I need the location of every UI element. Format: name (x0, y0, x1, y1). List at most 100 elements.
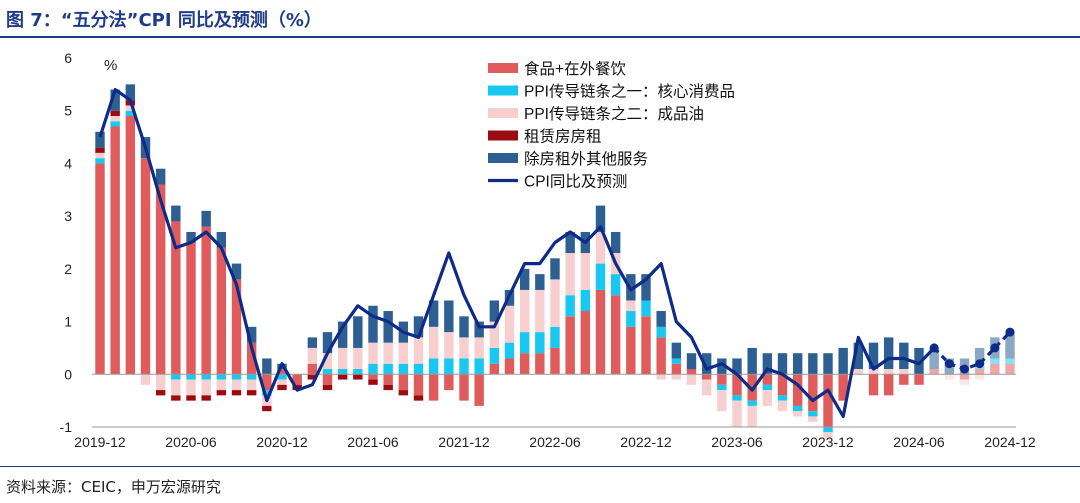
bar-segment-rent (110, 110, 120, 116)
bar-segment-ppi_oil (186, 379, 196, 396)
x-tick-label: 2020-12 (256, 434, 308, 450)
bar-segment-food (535, 353, 545, 375)
legend-label: 除房租外其他服务 (524, 150, 648, 168)
legend-label: CPI同比及预测 (524, 173, 627, 191)
bar-segment-ppi_core (535, 332, 545, 354)
bar-segment-food (216, 247, 227, 375)
bar-segment-services (322, 332, 333, 354)
bar-segment-ppi_oil (550, 279, 560, 327)
bar-segment-food (186, 242, 196, 375)
cpi-forecast-point (960, 364, 969, 374)
bar-segment-services (929, 347, 939, 370)
bar-segment-ppi_oil (808, 416, 818, 422)
bar-segment-services (428, 300, 439, 327)
bar-segment-rent (155, 390, 166, 396)
bar-segment-services (231, 263, 242, 280)
legend-swatch-ppi_core (488, 85, 518, 96)
bar-segment-ppi_core (1005, 358, 1015, 364)
bar-segment-food (383, 374, 393, 385)
bar-segment-ppi_oil (777, 400, 788, 412)
bar-segment-ppi_core (504, 342, 515, 359)
bar-segment-ppi_core (626, 311, 636, 327)
bar-segment-services (155, 168, 166, 185)
bar-segment-food (262, 374, 272, 391)
bar-segment-ppi_oil (444, 332, 454, 359)
bar-segment-food (201, 226, 211, 375)
bar-segment-ppi_oil (171, 379, 181, 396)
bar-segment-food (883, 374, 894, 396)
x-tick-label: 2021-12 (438, 434, 490, 450)
bar-segment-rent (95, 147, 105, 153)
x-tick-label: 2024-12 (984, 434, 1036, 450)
bar-segment-ppi_oil (732, 400, 742, 427)
x-tick-label: 2022-06 (529, 434, 581, 450)
cpi-forecast-point (990, 343, 1000, 353)
bar-segment-food (686, 369, 697, 375)
bar-segment-rent (277, 384, 287, 391)
bar-segment-ppi_oil (762, 390, 773, 406)
y-unit-label: % (104, 57, 117, 74)
bar-segment-ppi_oil (474, 337, 484, 359)
bar-segment-rent (262, 405, 272, 412)
bar-segment-ppi_oil (216, 379, 227, 391)
bar-segment-food (914, 374, 924, 385)
bar-segment-ppi_oil (353, 347, 363, 370)
bar-segment-ppi_oil (337, 347, 348, 370)
bar-segment-food (474, 374, 484, 406)
bar-segment-ppi_oil (277, 379, 287, 385)
legend-label: 食品+在外餐饮 (524, 60, 627, 78)
x-tick-label: 2021-06 (347, 434, 399, 450)
bar-segment-ppi_core (186, 374, 196, 380)
cpi-forecast-point (944, 359, 954, 369)
bar-segment-services (171, 205, 181, 222)
bar-segment-food (125, 115, 136, 375)
bar-segment-rent (246, 390, 257, 396)
legend-swatch-rent (488, 130, 518, 141)
bar-segment-ppi_oil (853, 369, 864, 375)
bar-segment-services (838, 347, 848, 375)
bar-segment-ppi_core (519, 332, 530, 354)
bar-segment-services (777, 353, 788, 375)
bar-segment-services (459, 316, 469, 338)
bar-segment-food (974, 369, 985, 375)
bar-segment-ppi_oil (140, 374, 151, 385)
bar-segment-services (216, 231, 227, 248)
bar-segment-food (792, 374, 803, 406)
bar-segment-ppi_oil (504, 305, 515, 343)
bar-segment-services (641, 274, 651, 301)
y-tick-label: 0 (64, 366, 72, 382)
bar-segment-ppi_core (444, 358, 454, 375)
bar-segment-food (959, 374, 970, 380)
bar-segment-ppi_oil (747, 405, 757, 427)
bar-segment-services (110, 89, 120, 111)
bar-segment-rent (307, 374, 318, 380)
bar-segment-rent (201, 395, 211, 401)
bar-segment-services (732, 358, 742, 375)
y-tick-label: 3 (64, 208, 72, 224)
bar-segment-ppi_oil (626, 300, 636, 312)
bar-segment-services (974, 347, 985, 364)
bar-segment-food (580, 311, 591, 375)
x-tick-label: 2023-06 (711, 434, 763, 450)
bar-segment-rent (186, 395, 196, 401)
bar-segment-services (246, 326, 257, 343)
bar-segment-food (701, 374, 712, 380)
bar-segment-services (747, 347, 757, 375)
bar-segment-food (671, 363, 682, 375)
legend-label: 租赁房房租 (524, 128, 602, 146)
bar-segment-food (246, 342, 257, 375)
y-tick-label: 5 (64, 103, 72, 119)
y-tick-label: 1 (64, 314, 72, 330)
bar-segment-ppi_core (125, 110, 136, 116)
x-tick-label: 2019-12 (74, 434, 126, 450)
bar-segment-ppi_core (565, 295, 575, 317)
bar-segment-ppi_core (171, 374, 181, 380)
bar-segment-ppi_oil (595, 231, 606, 264)
bar-segment-food (656, 337, 666, 375)
bar-segment-ppi_core (383, 363, 393, 375)
bar-segment-food (277, 369, 287, 375)
bar-segment-ppi_oil (535, 289, 545, 333)
bar-segment-food (732, 374, 742, 396)
bar-segment-services (914, 347, 924, 375)
bar-segment-ppi_core (641, 300, 651, 317)
